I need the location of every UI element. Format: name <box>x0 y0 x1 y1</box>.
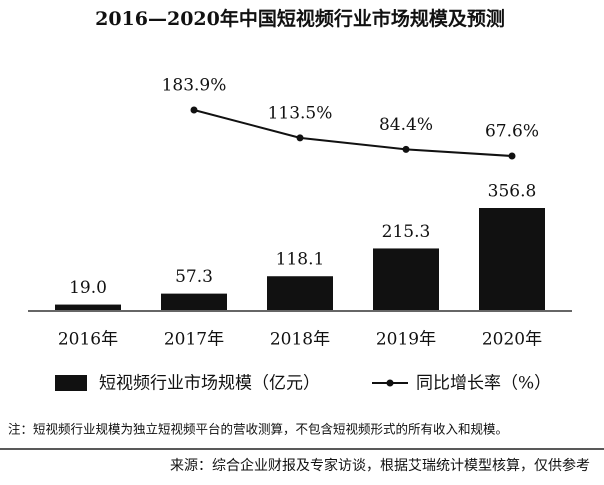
x-tick-label: 2016年 <box>58 330 118 350</box>
bar <box>161 293 227 310</box>
value-label: 19.0 <box>69 278 107 298</box>
x-tick-label: 2018年 <box>270 330 330 350</box>
value-label: 183.9% <box>162 76 227 96</box>
note: 注：短视频行业规模为独立短视频平台的营收测算，不包含短视频形式的所有收入和规模。 <box>8 422 508 437</box>
value-label: 215.3 <box>382 222 431 242</box>
x-tick-label: 2019年 <box>376 330 436 350</box>
value-label: 57.3 <box>175 267 213 287</box>
value-label: 67.6% <box>485 122 539 142</box>
value-label: 118.1 <box>276 250 325 270</box>
legend-label: 短视频行业市场规模（亿元） <box>99 374 320 394</box>
x-tick-label: 2020年 <box>482 330 542 350</box>
point <box>402 145 410 153</box>
bar <box>55 304 121 310</box>
value-label: 113.5% <box>268 103 333 123</box>
point <box>296 134 304 142</box>
value-label: 84.4% <box>379 115 433 135</box>
source: 来源：综合企业财报及专家访谈，根据艾瑞统计模型核算，仅供参考 <box>170 457 590 474</box>
point <box>508 152 516 160</box>
value-label: 356.8 <box>488 182 537 202</box>
legend-label: 同比增长率（%） <box>416 374 551 394</box>
bar <box>373 248 439 310</box>
line <box>193 109 513 157</box>
x-tick-label: 2017年 <box>164 330 224 350</box>
legend-swatch <box>55 375 87 391</box>
bar <box>267 276 333 310</box>
bar <box>479 208 545 310</box>
point <box>190 106 198 114</box>
legend-swatch <box>386 379 394 387</box>
chart-title: 2016—2020年中国短视频行业市场规模及预测 <box>95 7 505 30</box>
